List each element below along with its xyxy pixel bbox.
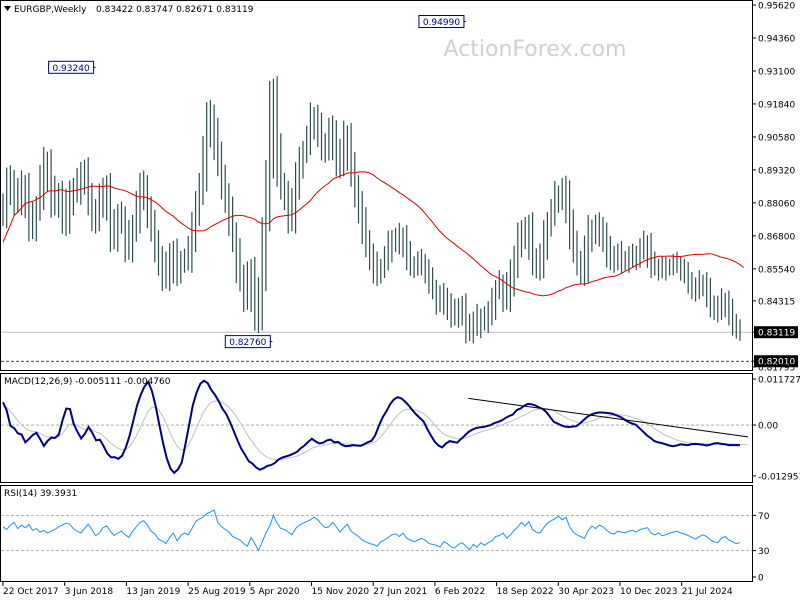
- x-tick-label: 15 Nov 2020: [312, 587, 370, 597]
- rsi-tick-label: 30: [758, 547, 770, 557]
- x-tick-label: 10 Dec 2023: [620, 587, 678, 597]
- macd-tick-label: 0.00: [758, 422, 778, 432]
- price-tick-label: 0.95620: [758, 2, 795, 12]
- macd-trendline: [468, 397, 749, 438]
- annotation-box: [224, 335, 271, 349]
- rsi-panel-frame: [0, 485, 753, 582]
- macd-layer: 0.011727 0.00 -0.012951: [1, 376, 800, 482]
- price-tag-box: [754, 355, 798, 368]
- price-axis-layer: 0.95620 0.94360 0.93100 0.91840 0.90580 0.893…: [752, 2, 798, 373]
- rsi-line: [2, 509, 741, 552]
- x-tick-label: 30 Apr 2023: [558, 587, 614, 597]
- x-tick-label: 25 Aug 2019: [188, 587, 246, 597]
- macd-tick-label: -0.012951: [758, 472, 800, 482]
- price-grid-layer: [1, 331, 752, 362]
- moving-average-line: [2, 171, 745, 297]
- rsi-layer: 70 30 0: [1, 509, 770, 584]
- watermark-text: ActionForex.com: [444, 37, 627, 62]
- x-tick-label: 27 Jun 2021: [373, 587, 427, 597]
- price-tick-label: 0.86800: [758, 232, 795, 242]
- x-tick-label: 5 Apr 2020: [250, 587, 300, 597]
- price-tick-label: 0.93100: [758, 67, 795, 77]
- x-tick-label: 3 Jun 2018: [65, 587, 114, 597]
- price-tag-label: 0.83119: [758, 329, 795, 339]
- macd-tick-label: 0.011727: [758, 376, 800, 386]
- annotation-box: [418, 14, 465, 28]
- annotation-box: [48, 60, 95, 74]
- candles-layer: [2, 76, 741, 344]
- x-tick-label: 22 Oct 2017: [3, 587, 59, 597]
- symbol-label: EURGBP,Weekly: [14, 5, 87, 15]
- price-tick-label: 0.81795: [758, 363, 795, 373]
- price-panel-frame: [0, 0, 753, 371]
- annotation-label: 0.82760: [229, 338, 266, 348]
- price-tick-label: 0.91840: [758, 100, 795, 110]
- ma-layer: [2, 171, 745, 297]
- price-title: EURGBP,Weekly 0.83422 0.83747 0.82671 0.…: [4, 5, 254, 15]
- macd-panel-frame: [0, 373, 753, 483]
- x-tick-label: 13 Jan 2019: [126, 587, 180, 597]
- x-tick-label: 21 Jul 2024: [682, 587, 733, 597]
- price-tick-label: 0.89320: [758, 166, 795, 176]
- annotation-label: 0.94990: [423, 18, 460, 28]
- price-tick-label: 0.84315: [758, 297, 795, 307]
- ohlc-label: 0.83422 0.83747 0.82671 0.83119: [96, 5, 254, 15]
- price-tag-box: [754, 326, 798, 339]
- price-tag-label: 0.82010: [758, 358, 795, 368]
- annotation-label: 0.93240: [52, 64, 89, 74]
- x-tick-label: 18 Sep 2022: [497, 587, 554, 597]
- price-tick-label: 0.85540: [758, 265, 795, 275]
- price-tick-label: 0.88060: [758, 199, 795, 209]
- rsi-tick-label: 70: [758, 512, 770, 522]
- price-tick-label: 0.90580: [758, 133, 795, 143]
- macd-line: [2, 379, 740, 475]
- rsi-tick-label: 0: [758, 574, 764, 584]
- macd-title: MACD(12,26,9) -0.005111 -0.004760: [4, 377, 171, 387]
- x-axis-layer: 22 Oct 2017 3 Jun 2018 13 Jan 2019 25 Aug 2…: [2, 582, 733, 597]
- macd-signal-line: [2, 400, 748, 461]
- rsi-title: RSI(14) 39.3931: [4, 489, 77, 499]
- dropdown-triangle-icon[interactable]: [4, 6, 11, 11]
- price-tick-label: 0.94360: [758, 34, 795, 44]
- x-tick-label: 6 Feb 2022: [435, 587, 485, 597]
